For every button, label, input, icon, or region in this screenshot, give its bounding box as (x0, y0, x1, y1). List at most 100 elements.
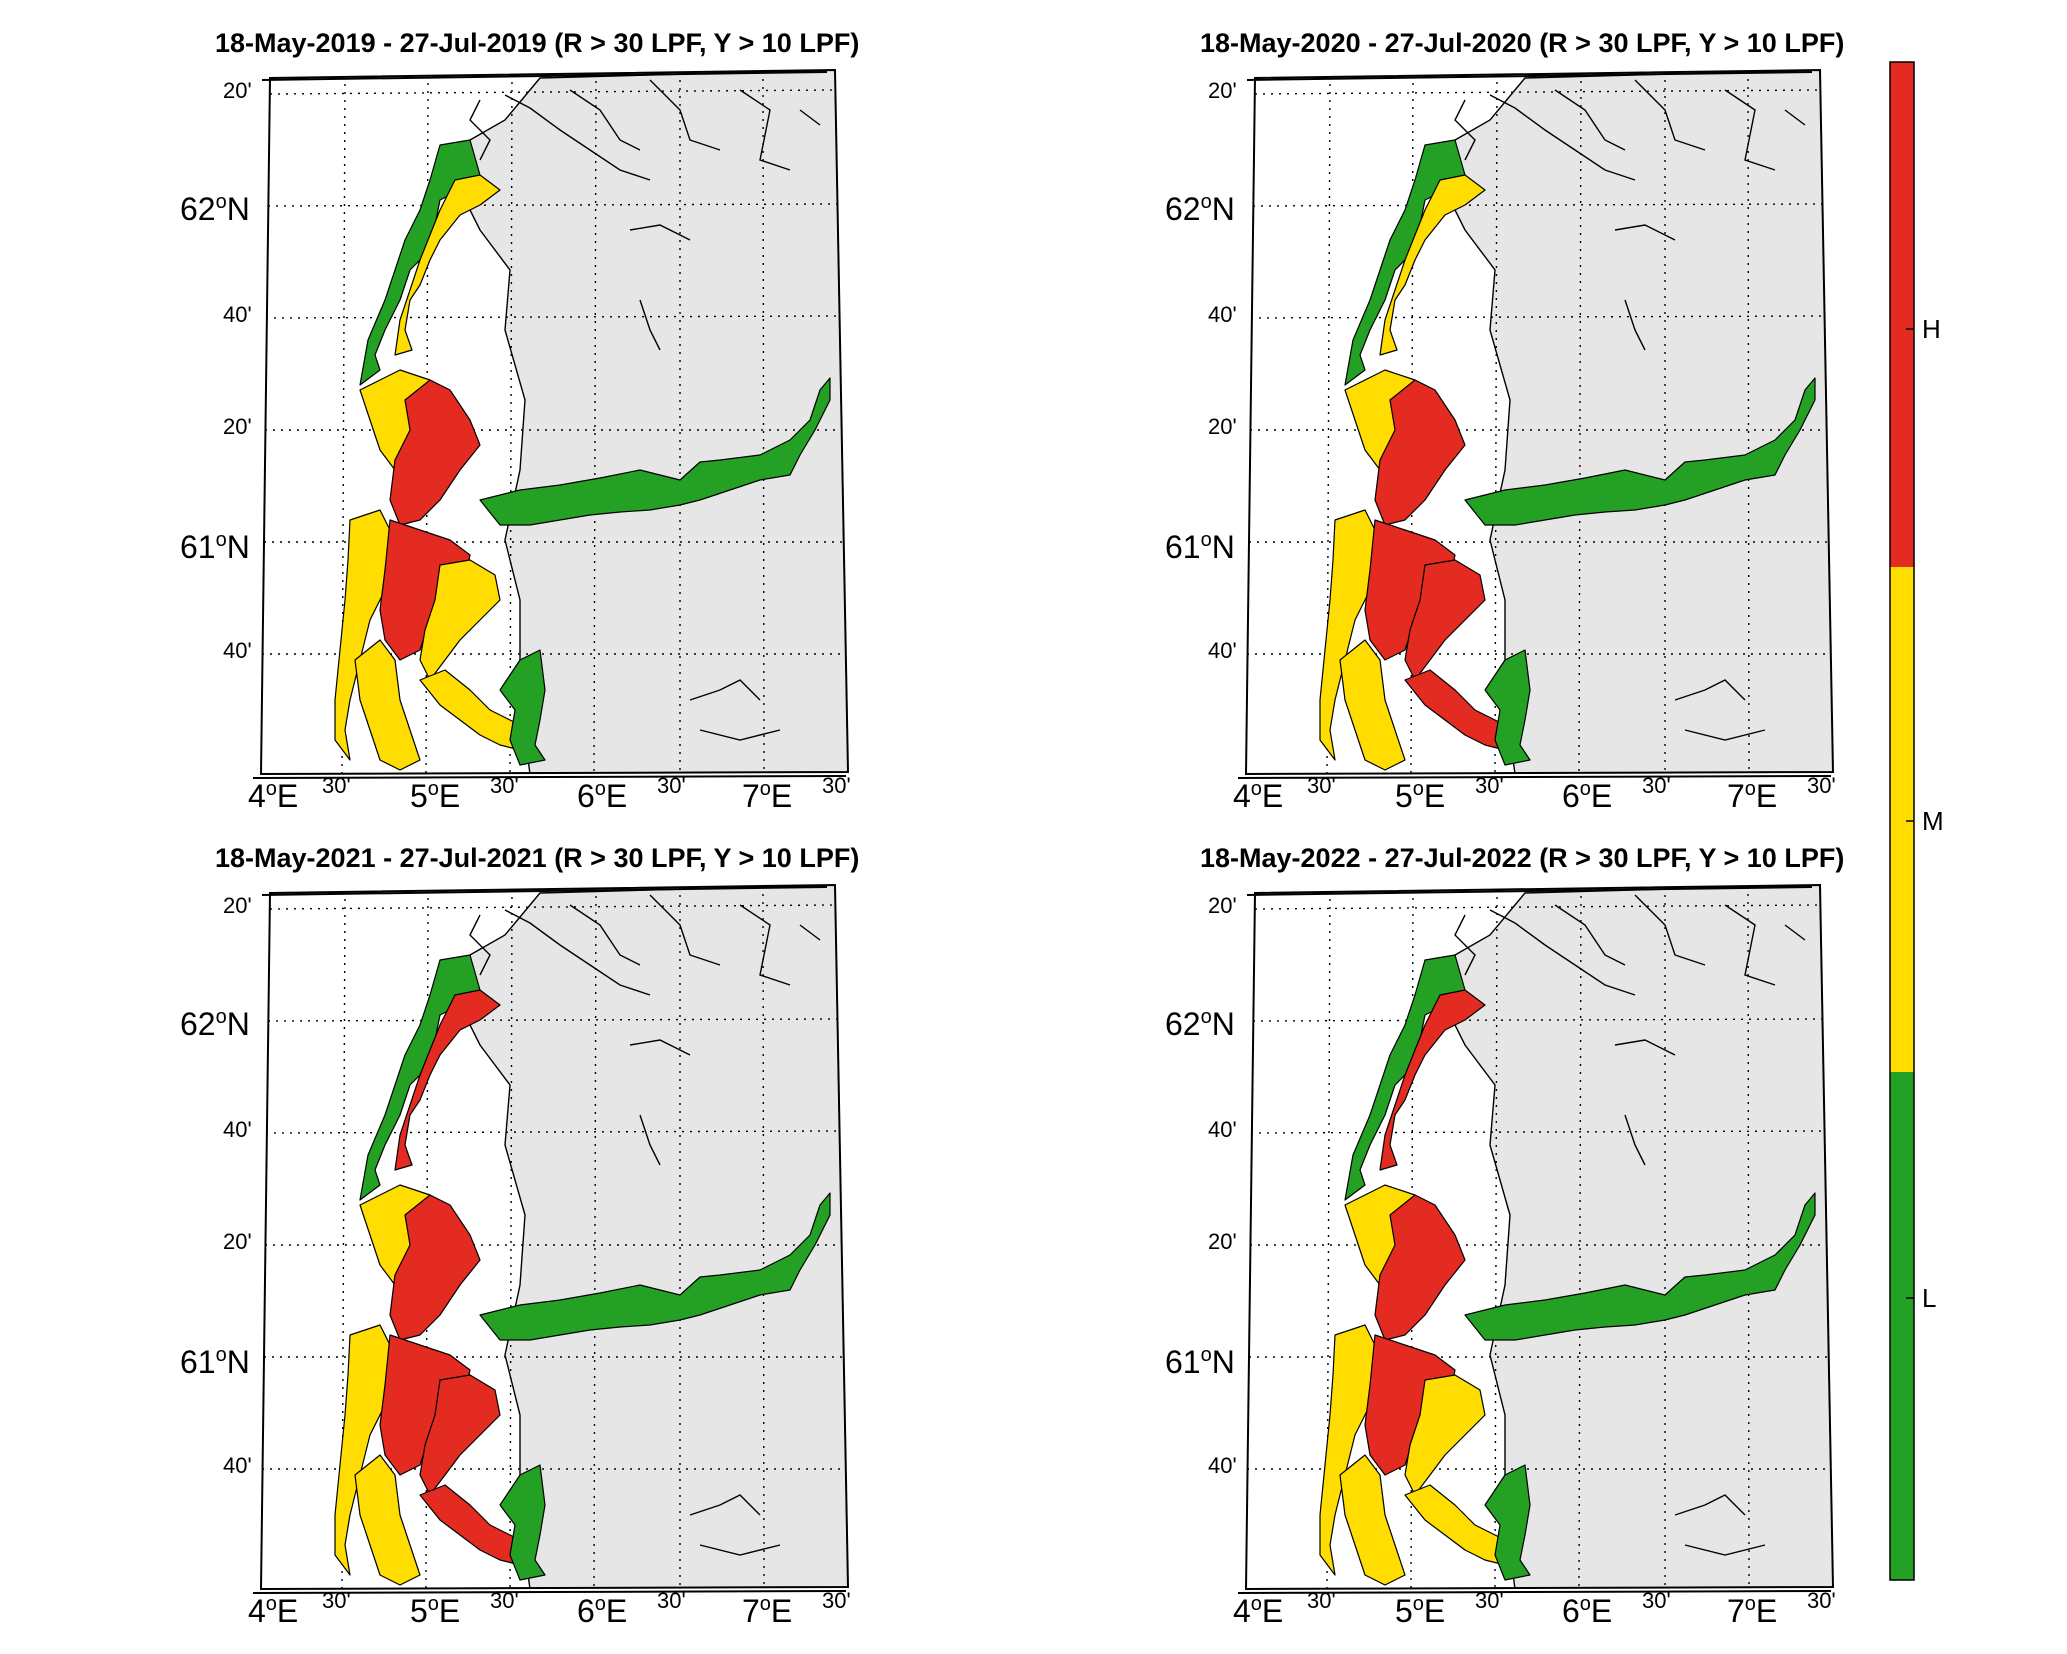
zone-south-coast (1339, 1454, 1406, 1586)
lon-label-minor: 30' (1307, 773, 1336, 798)
lon-label-minor: 30' (490, 1588, 519, 1613)
lon-label-minor: 30' (657, 1588, 686, 1613)
lon-label-minor: 30' (822, 773, 851, 798)
map-panel-2: 18-May-2020 - 27-Jul-2020 (R > 30 LPF, Y… (1165, 28, 1844, 814)
map-frame (259, 883, 850, 1591)
lat-label-major: 62oN (180, 191, 250, 227)
lon-label-major: 5oE (1395, 778, 1445, 814)
lon-label-minor: 30' (657, 773, 686, 798)
panel-title: 18-May-2021 - 27-Jul-2021 (R > 30 LPF, Y… (215, 843, 859, 873)
lat-label-minor: 20' (223, 893, 252, 918)
colorbar-segment-m (1890, 567, 1914, 1072)
zone-hardanger (419, 559, 501, 681)
zone-sogn-mid (1374, 1194, 1466, 1341)
lon-label-minor: 30' (1642, 1588, 1671, 1613)
lon-label-major: 5oE (410, 1593, 460, 1629)
lat-label-minor: 20' (1208, 1229, 1237, 1254)
zone-north-fjord (394, 989, 501, 1171)
colorbar-segment-l (1890, 1072, 1914, 1580)
lon-label-major: 5oE (1395, 1593, 1445, 1629)
zone-north-fjord (1379, 989, 1486, 1171)
lon-label-major: 5oE (410, 778, 460, 814)
lat-label-minor: 20' (1208, 78, 1237, 103)
lon-label-minor: 30' (1642, 773, 1671, 798)
colorbar-label-h: H (1922, 314, 1941, 344)
zone-sogn-mid (1374, 379, 1466, 526)
zone-sogn-inner (479, 377, 831, 526)
map-panel-3: 18-May-2021 - 27-Jul-2021 (R > 30 LPF, Y… (180, 843, 859, 1629)
zone-south-coast (354, 1454, 421, 1586)
lat-label-minor: 40' (1208, 1117, 1237, 1142)
panel-title: 18-May-2022 - 27-Jul-2022 (R > 30 LPF, Y… (1200, 843, 1844, 873)
zone-south-inner (1484, 649, 1531, 766)
zone-north-fjord (1379, 174, 1486, 356)
lon-label-minor: 30' (1307, 1588, 1336, 1613)
zone-south-coast (354, 639, 421, 771)
lat-label-minor: 20' (223, 78, 252, 103)
colorbar: H M L (1889, 61, 1944, 1581)
lon-label-major: 7oE (1727, 1593, 1777, 1629)
zone-hardanger (1404, 1374, 1486, 1496)
zone-hardanger (1404, 559, 1486, 681)
colorbar-segment-h (1890, 62, 1914, 567)
colorbar-label-m: M (1922, 806, 1944, 836)
lon-label-minor: 30' (822, 1588, 851, 1613)
colorbar-label-l: L (1922, 1283, 1936, 1313)
map-panel-1: 18-May-2019 - 27-Jul-2019 (R > 30 LPF, Y… (180, 28, 859, 814)
lat-label-major: 62oN (1165, 191, 1235, 227)
map-frame (1244, 883, 1835, 1591)
lat-label-minor: 40' (223, 302, 252, 327)
lat-label-major: 61oN (180, 529, 250, 565)
zone-sogn-inner (479, 1192, 831, 1341)
lat-label-major: 61oN (180, 1344, 250, 1380)
lon-label-major: 4oE (248, 778, 298, 814)
map-frame (259, 68, 850, 776)
lon-label-minor: 30' (322, 773, 351, 798)
map-panel-4: 18-May-2022 - 27-Jul-2022 (R > 30 LPF, Y… (1165, 843, 1844, 1629)
lon-label-minor: 30' (1807, 1588, 1836, 1613)
lat-label-minor: 40' (1208, 1453, 1237, 1478)
lat-label-minor: 20' (1208, 414, 1237, 439)
zone-hardanger (419, 1374, 501, 1496)
map-panels: 18-May-2019 - 27-Jul-2019 (R > 30 LPF, Y… (180, 28, 1844, 1629)
zone-sogn-inner (1464, 1192, 1816, 1341)
panel-title: 18-May-2020 - 27-Jul-2020 (R > 30 LPF, Y… (1200, 28, 1844, 58)
lat-label-minor: 40' (223, 1453, 252, 1478)
lon-label-minor: 30' (1475, 773, 1504, 798)
lat-label-minor: 40' (1208, 638, 1237, 663)
lon-label-minor: 30' (1807, 773, 1836, 798)
lon-label-major: 4oE (1233, 778, 1283, 814)
zone-sogn-mid (389, 1194, 481, 1341)
lon-label-minor: 30' (1475, 1588, 1504, 1613)
lon-label-major: 4oE (1233, 1593, 1283, 1629)
lat-label-minor: 20' (1208, 893, 1237, 918)
zone-north-fjord (394, 174, 501, 356)
lat-label-minor: 40' (223, 638, 252, 663)
lon-label-major: 6oE (1562, 1593, 1612, 1629)
lon-label-major: 6oE (577, 778, 627, 814)
lat-label-minor: 20' (223, 1229, 252, 1254)
map-frame (1244, 68, 1835, 776)
lat-label-major: 61oN (1165, 529, 1235, 565)
lon-label-major: 7oE (742, 778, 792, 814)
lat-label-minor: 20' (223, 414, 252, 439)
zone-south-inner (499, 649, 546, 766)
lat-label-major: 62oN (1165, 1006, 1235, 1042)
lat-label-minor: 40' (1208, 302, 1237, 327)
zone-south-inner (1484, 1464, 1531, 1581)
lon-label-minor: 30' (322, 1588, 351, 1613)
lon-label-major: 6oE (577, 1593, 627, 1629)
zone-south-coast (1339, 639, 1406, 771)
zone-sogn-mid (389, 379, 481, 526)
lat-label-minor: 40' (223, 1117, 252, 1142)
lon-label-major: 4oE (248, 1593, 298, 1629)
lat-label-major: 61oN (1165, 1344, 1235, 1380)
lon-label-major: 7oE (742, 1593, 792, 1629)
lat-label-major: 62oN (180, 1006, 250, 1042)
panel-title: 18-May-2019 - 27-Jul-2019 (R > 30 LPF, Y… (215, 28, 859, 58)
lon-label-major: 7oE (1727, 778, 1777, 814)
zone-south-inner (499, 1464, 546, 1581)
lon-label-major: 6oE (1562, 778, 1612, 814)
lon-label-minor: 30' (490, 773, 519, 798)
